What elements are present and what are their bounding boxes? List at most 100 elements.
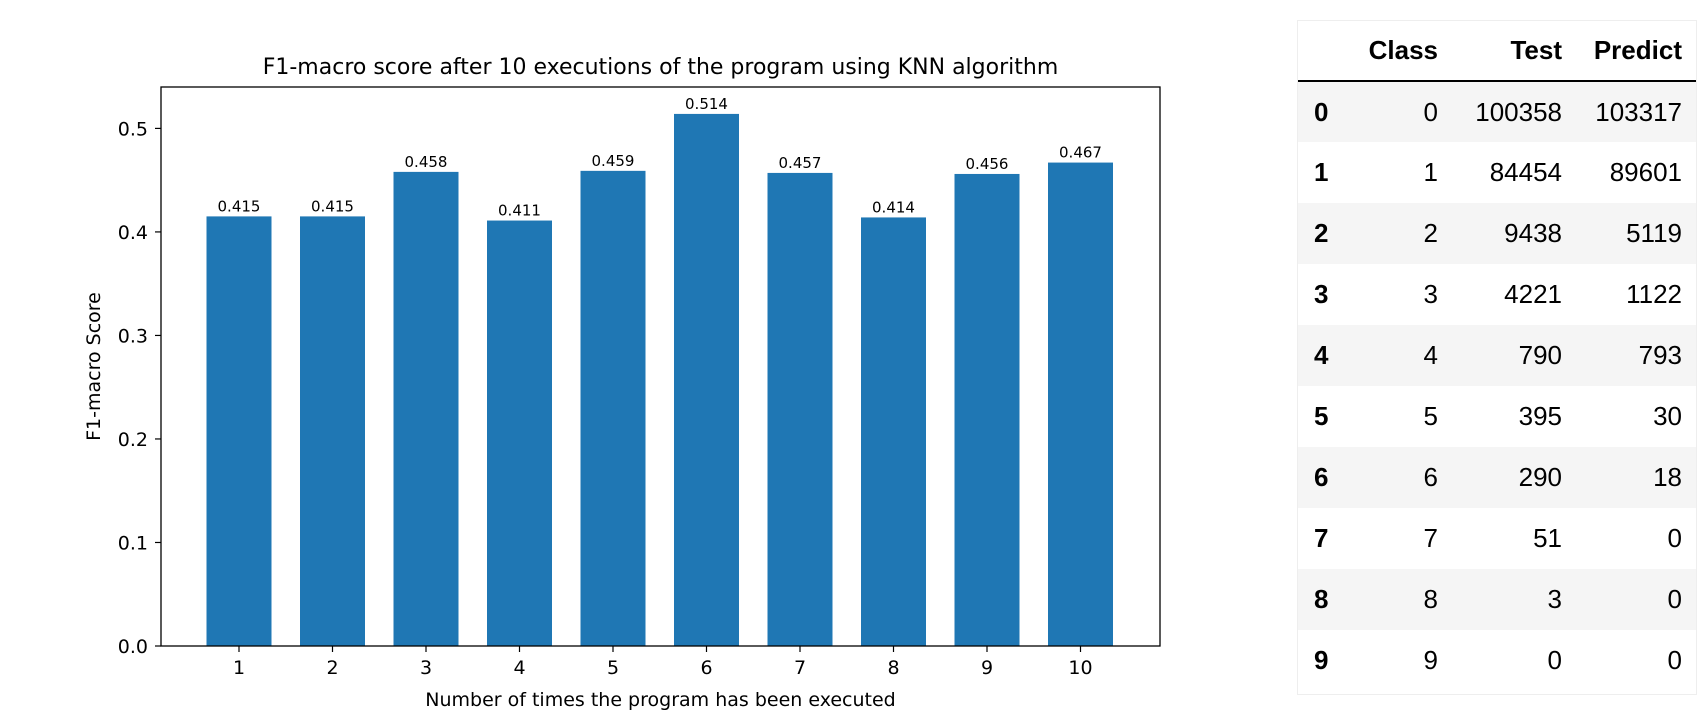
class-count-table: Class Test Predict 0 0 100358 103317 1 1 84454…	[1298, 21, 1696, 691]
bar-8	[861, 217, 926, 646]
chart-title: F1-macro score after 10 executions of th…	[263, 55, 1059, 80]
class-cell: 1	[1423, 157, 1438, 187]
row-index: 8	[1314, 584, 1329, 614]
x-tick-label: 3	[420, 657, 432, 679]
table-row: 5 5 395 30	[1298, 386, 1696, 447]
index-header	[1298, 21, 1362, 82]
bar-10	[1048, 162, 1113, 646]
y-tick-label: 0.3	[118, 325, 148, 347]
y-tick-label: 0.4	[118, 222, 148, 244]
row-index: 3	[1314, 279, 1329, 309]
x-tick-label: 6	[700, 657, 712, 679]
bar-value-label: 0.415	[218, 197, 261, 215]
x-tick-label: 4	[513, 657, 525, 679]
table-row: 0 0 100358 103317	[1298, 81, 1696, 142]
bar-value-label: 0.415	[311, 197, 354, 215]
test-cell: 4221	[1504, 279, 1562, 309]
row-index: 0	[1314, 96, 1329, 127]
class-cell: 0	[1423, 96, 1438, 127]
bar-6	[674, 113, 739, 647]
x-tick-label: 1	[233, 657, 245, 679]
test-cell: 9438	[1504, 218, 1562, 248]
bars	[206, 113, 1113, 647]
bar-chart: 0.415 0.4150.4580.4110.4590.5140.4570.414…	[83, 55, 1161, 711]
table-row: 7 7 51 0	[1298, 508, 1696, 569]
bar-value-labels: 0.415 0.415 0.458 0.411 0.459 0.514 0.457 0.414…	[218, 95, 1102, 220]
predict-cell: 793	[1638, 340, 1682, 370]
y-tick-label: 0.1	[118, 532, 148, 554]
predict-cell: 0	[1667, 584, 1682, 614]
table-row: 3 3 4221 1122	[1298, 264, 1696, 325]
class-header: Class	[1362, 21, 1452, 82]
test-cell: 290	[1518, 462, 1562, 492]
row-index: 9	[1314, 645, 1329, 675]
x-tick-label: 5	[607, 657, 619, 679]
row-index: 6	[1314, 462, 1329, 492]
table-row: 8 8 3 0	[1298, 569, 1696, 630]
class-cell: 5	[1423, 401, 1438, 431]
predict-cell: 0	[1667, 645, 1682, 675]
table-row: 1 1 84454 89601	[1298, 142, 1696, 203]
predict-header: Predict	[1576, 21, 1696, 82]
x-tick-label: 10	[1068, 657, 1092, 679]
y-axis: 0.0 0.1 0.2 0.3 0.4 0.5	[118, 118, 161, 658]
table-row: 2 2 9438 5119	[1298, 203, 1696, 264]
row-index: 1	[1314, 157, 1329, 187]
bar-value-label: 0.456	[966, 155, 1009, 173]
test-cell: 395	[1518, 401, 1562, 431]
class-cell: 7	[1423, 523, 1438, 553]
y-tick-label: 0.2	[118, 429, 148, 451]
class-cell: 6	[1423, 462, 1438, 492]
row-index: 4	[1314, 340, 1329, 370]
test-cell: 84454	[1489, 157, 1562, 187]
predict-cell: 5119	[1626, 218, 1682, 248]
bar-value-label: 0.411	[498, 202, 541, 220]
bar-3	[393, 171, 459, 646]
x-axis-label: Number of times the program has been exe…	[425, 689, 895, 711]
test-cell: 100358	[1475, 96, 1562, 127]
bar-value-label: 0.514	[685, 95, 728, 113]
predict-cell: 18	[1653, 462, 1682, 492]
table-header-row: Class Test Predict	[1298, 21, 1696, 82]
row-index: 5	[1314, 401, 1329, 431]
bar-1	[206, 216, 272, 647]
plot-frame	[160, 86, 1161, 647]
table-row: 9 9 0 0	[1298, 630, 1696, 691]
bar-value-label: 0.467	[1059, 144, 1102, 162]
x-tick-label: 2	[326, 657, 338, 679]
test-cell: 790	[1518, 340, 1562, 370]
bar-5	[580, 170, 646, 646]
predict-cell: 89601	[1609, 157, 1682, 187]
class-cell: 4	[1423, 340, 1438, 370]
predict-cell: 103317	[1595, 96, 1682, 127]
bar-9	[954, 173, 1020, 646]
test-cell: 3	[1547, 584, 1562, 614]
class-cell: 8	[1423, 584, 1438, 614]
table-body: 0 0 100358 103317 1 1 84454 89601 2 2 9438 5119 3 3 42…	[1298, 81, 1696, 691]
bar-7	[767, 172, 833, 647]
table-row: 4 4 790 793	[1298, 325, 1696, 386]
predict-cell: 30	[1653, 401, 1682, 431]
table-row: 6 6 290 18	[1298, 447, 1696, 508]
y-tick-label: 0.0	[118, 636, 148, 658]
x-axis: 1 2 3 4 5 6 7 8 9 10	[233, 646, 1093, 679]
row-index: 2	[1314, 218, 1329, 248]
class-cell: 3	[1423, 279, 1438, 309]
bar-2	[300, 216, 365, 647]
y-axis-label: F1-macro Score	[83, 292, 105, 441]
class-count-table-container: Class Test Predict 0 0 100358 103317 1 1 84454…	[1297, 20, 1697, 695]
test-cell: 0	[1547, 645, 1562, 675]
bar-4	[487, 220, 552, 647]
bar-value-label: 0.414	[872, 198, 915, 216]
bar-value-label: 0.457	[779, 154, 822, 172]
y-tick-label: 0.5	[118, 118, 148, 140]
class-cell: 2	[1423, 218, 1438, 248]
x-tick-label: 7	[794, 657, 806, 679]
bar-value-label: 0.458	[405, 153, 448, 171]
predict-cell: 0	[1667, 523, 1682, 553]
class-cell: 9	[1423, 645, 1438, 675]
test-cell: 51	[1533, 523, 1562, 553]
x-tick-label: 8	[887, 657, 899, 679]
x-tick-label: 9	[981, 657, 993, 679]
row-index: 7	[1314, 523, 1329, 553]
